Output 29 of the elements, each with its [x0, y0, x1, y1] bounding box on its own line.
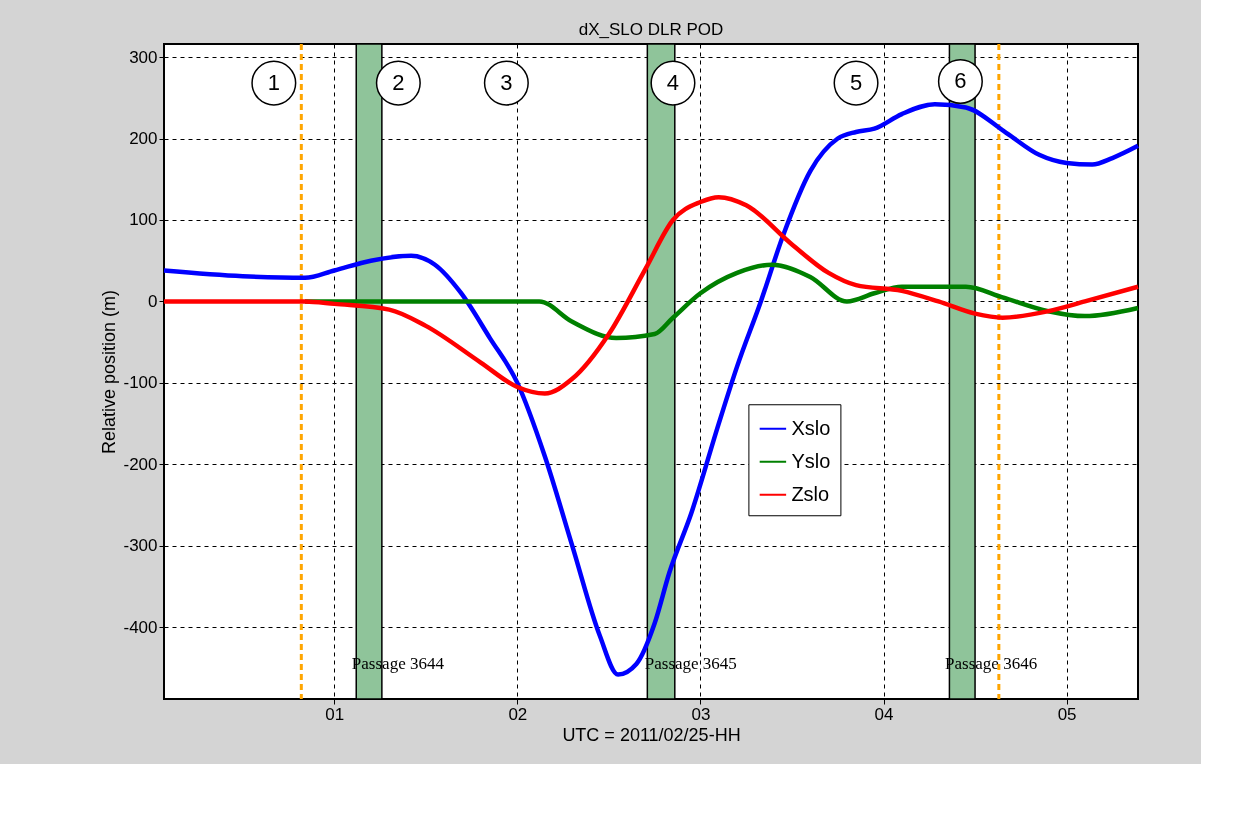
line-series: [161, 194, 1141, 396]
legend-label: Zslo: [791, 482, 830, 505]
band-label: Passage 3644: [351, 654, 445, 673]
annotation: 3: [500, 70, 513, 96]
x-tick-label: 02: [508, 704, 528, 724]
y-tick-label: 0: [148, 291, 158, 311]
annotation: 6: [954, 68, 967, 94]
x-tick-label: 01: [325, 704, 345, 724]
annotation: 1: [267, 70, 280, 96]
annotation: 5: [849, 70, 863, 96]
y-tick-label: 200: [129, 129, 158, 148]
y-tick-label: 100: [129, 210, 158, 230]
chart-title: dX_SLO DLR POD: [578, 19, 724, 39]
legend-label: Xslo: [791, 416, 831, 439]
annotation: 4: [666, 70, 680, 96]
x-axis-title: UTC = 2011/02/25-HH: [562, 724, 741, 745]
y-tick-label: -200: [123, 454, 158, 474]
x-tick-label: 03: [691, 704, 711, 724]
line-series: [161, 102, 1141, 677]
x-tick-label: 05: [1057, 704, 1077, 724]
x-tick-label: 04: [874, 704, 894, 724]
legend-label: Yslo: [791, 449, 831, 472]
y-tick-label: -400: [123, 617, 158, 637]
annotation: 2: [392, 70, 405, 96]
y-axis-title: Relative position (m): [99, 289, 120, 455]
band-label: Passage 3646: [945, 654, 1038, 673]
y-tick-label: -100: [123, 373, 158, 393]
y-tick-label: 300: [129, 47, 158, 67]
y-tick-label: -300: [123, 536, 158, 556]
